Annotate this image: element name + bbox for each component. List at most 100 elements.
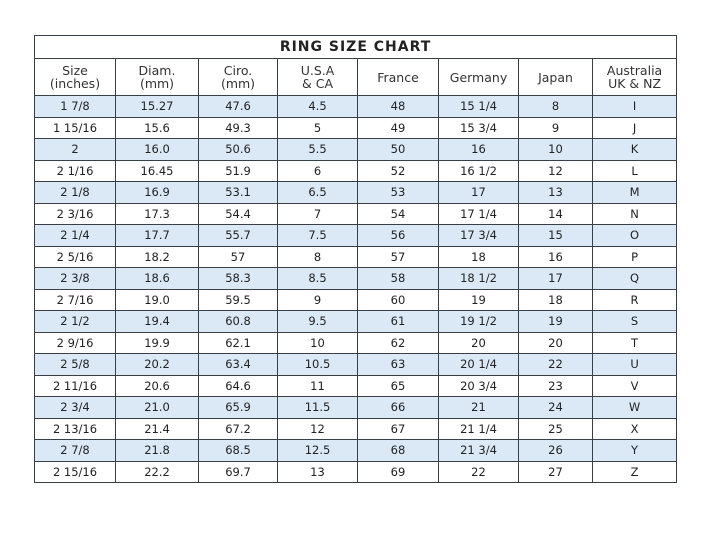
cell-circumference-mm: 53.1 (198, 181, 278, 204)
cell-france: 54 (357, 202, 439, 225)
cell-france: 66 (357, 396, 439, 419)
cell-germany: 19 1/2 (438, 310, 519, 333)
cell-diameter-mm: 17.3 (115, 202, 199, 225)
cell-australia-uk-nz: O (591, 224, 678, 247)
header-text: UK & NZ (608, 76, 662, 91)
cell-australia-uk-nz: Q (591, 267, 678, 290)
cell-germany: 20 3/4 (438, 374, 519, 397)
cell-size-inches: 2 1/8 (34, 181, 116, 204)
cell-diameter-mm: 18.2 (115, 245, 199, 268)
cell-size-inches: 2 9/16 (34, 331, 116, 354)
cell-diameter-mm: 19.9 (115, 331, 199, 354)
cell-japan: 9 (518, 116, 593, 139)
cell-size-inches: 2 1/2 (34, 310, 116, 333)
header-text: (mm) (220, 76, 256, 91)
table-row: 2 1/2 19.4 60.8 9.5 61 19 1/2 19 S (34, 310, 678, 333)
column-header-size-inches: Size (inches) (34, 58, 116, 96)
cell-circumference-mm: 54.4 (198, 202, 278, 225)
cell-size-inches: 1 15/16 (34, 116, 116, 139)
cell-size-inches: 2 5/8 (34, 353, 116, 376)
cell-germany: 15 3/4 (438, 116, 519, 139)
header-text: (mm) (139, 76, 175, 91)
header-text: Ciro. (223, 63, 253, 78)
cell-diameter-mm: 15.27 (115, 95, 199, 118)
table-row: 2 1/4 17.7 55.7 7.5 56 17 3/4 15 O (34, 224, 678, 247)
cell-japan: 20 (518, 331, 593, 354)
cell-japan: 26 (518, 439, 593, 462)
cell-germany: 19 (438, 288, 519, 311)
cell-circumference-mm: 67.2 (198, 417, 278, 440)
cell-france: 61 (357, 310, 439, 333)
cell-australia-uk-nz: T (591, 331, 678, 354)
column-header-australia-uk-nz: Australia UK & NZ (591, 58, 678, 96)
cell-france: 69 (357, 460, 439, 483)
cell-japan: 18 (518, 288, 593, 311)
header-text: Size (62, 63, 88, 78)
cell-circumference-mm: 50.6 (198, 138, 278, 161)
cell-japan: 13 (518, 181, 593, 204)
cell-germany: 16 (438, 138, 519, 161)
cell-germany: 18 1/2 (438, 267, 519, 290)
cell-circumference-mm: 55.7 (198, 224, 278, 247)
header-text: Australia (606, 63, 663, 78)
cell-diameter-mm: 21.4 (115, 417, 199, 440)
table-row: 2 3/8 18.6 58.3 8.5 58 18 1/2 17 Q (34, 267, 678, 290)
column-header-japan: Japan (518, 58, 593, 96)
table-row: 2 3/16 17.3 54.4 7 54 17 1/4 14 N (34, 202, 678, 225)
cell-diameter-mm: 20.6 (115, 374, 199, 397)
cell-germany: 21 3/4 (438, 439, 519, 462)
cell-circumference-mm: 49.3 (198, 116, 278, 139)
cell-circumference-mm: 69.7 (198, 460, 278, 483)
table-body: 1 7/8 15.27 47.6 4.5 48 15 1/4 8 I 1 15/16 15.6 49… (34, 95, 678, 483)
cell-france: 48 (357, 95, 439, 118)
cell-japan: 24 (518, 396, 593, 419)
cell-australia-uk-nz: S (591, 310, 678, 333)
column-header-circumference-mm: Ciro. (mm) (198, 58, 278, 96)
table-row: 2 3/4 21.0 65.9 11.5 66 21 24 W (34, 396, 678, 419)
cell-size-inches: 2 11/16 (34, 374, 116, 397)
cell-diameter-mm: 18.6 (115, 267, 199, 290)
cell-circumference-mm: 63.4 (198, 353, 278, 376)
cell-germany: 15 1/4 (438, 95, 519, 118)
cell-size-inches: 2 1/4 (34, 224, 116, 247)
cell-circumference-mm: 59.5 (198, 288, 278, 311)
cell-australia-uk-nz: M (591, 181, 678, 204)
table-row: 2 16.0 50.6 5.5 50 16 10 K (34, 138, 678, 161)
cell-diameter-mm: 19.0 (115, 288, 199, 311)
cell-germany: 21 (438, 396, 519, 419)
cell-usa-ca: 10.5 (277, 353, 358, 376)
cell-australia-uk-nz: V (591, 374, 678, 397)
cell-diameter-mm: 16.0 (115, 138, 199, 161)
table-row: 2 11/16 20.6 64.6 11 65 20 3/4 23 V (34, 374, 678, 397)
header-text: Germany (449, 69, 508, 85)
cell-usa-ca: 7.5 (277, 224, 358, 247)
cell-diameter-mm: 21.0 (115, 396, 199, 419)
cell-germany: 20 (438, 331, 519, 354)
cell-france: 49 (357, 116, 439, 139)
cell-japan: 23 (518, 374, 593, 397)
table-row: 2 7/8 21.8 68.5 12.5 68 21 3/4 26 Y (34, 439, 678, 462)
cell-size-inches: 2 1/16 (34, 159, 116, 182)
cell-japan: 27 (518, 460, 593, 483)
cell-australia-uk-nz: Y (591, 439, 678, 462)
header-text: (inches) (49, 76, 101, 91)
cell-japan: 8 (518, 95, 593, 118)
cell-usa-ca: 5.5 (277, 138, 358, 161)
cell-france: 52 (357, 159, 439, 182)
cell-germany: 17 1/4 (438, 202, 519, 225)
cell-japan: 22 (518, 353, 593, 376)
header-text: France (377, 69, 419, 85)
cell-usa-ca: 11 (277, 374, 358, 397)
cell-usa-ca: 12 (277, 417, 358, 440)
cell-usa-ca: 13 (277, 460, 358, 483)
cell-size-inches: 2 (34, 138, 116, 161)
table-row: 1 7/8 15.27 47.6 4.5 48 15 1/4 8 I (34, 95, 678, 118)
cell-size-inches: 2 7/16 (34, 288, 116, 311)
cell-size-inches: 2 3/16 (34, 202, 116, 225)
cell-japan: 10 (518, 138, 593, 161)
table-row: 1 15/16 15.6 49.3 5 49 15 3/4 9 J (34, 116, 678, 139)
cell-australia-uk-nz: K (591, 138, 678, 161)
table-row: 2 5/16 18.2 57 8 57 18 16 P (34, 245, 678, 268)
header-row: Size (inches) Diam. (mm) Ciro. (mm) U.S.A & CA F… (34, 58, 678, 96)
cell-australia-uk-nz: P (591, 245, 678, 268)
